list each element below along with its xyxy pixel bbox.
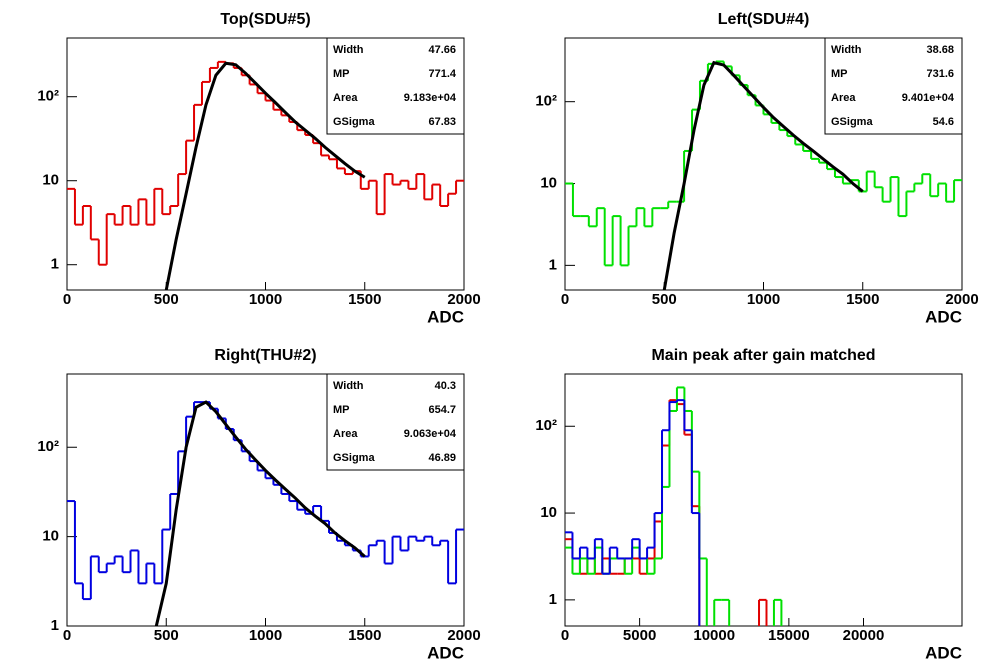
stat-value: 654.7: [428, 404, 456, 416]
stat-value: 771.4: [428, 68, 456, 80]
y-tick-label: 10: [42, 172, 59, 189]
axis-title: ADC: [427, 307, 464, 326]
stat-label: MP: [333, 404, 350, 416]
panel: Left(SDU#4) ADC 0 500 1000 1500 2000 1 10 10² Widt…: [535, 11, 978, 326]
stat-value: 40.3: [435, 380, 456, 392]
stats-box: [326, 37, 465, 135]
fit-curve: [662, 60, 864, 290]
x-tick-label: 0: [561, 627, 569, 644]
y-tick-label: 10²: [535, 417, 557, 434]
x-tick-label: 1500: [348, 627, 381, 644]
x-tick-label: 10000: [693, 627, 735, 644]
stat-label: Area: [333, 92, 358, 104]
stat-value: 9.401e+04: [902, 92, 955, 104]
y-tick-label: 1: [549, 256, 557, 273]
panel: Right(THU#2) ADC 0 500 1000 1500 2000 1 10 10² Wid…: [37, 347, 480, 662]
stat-value: 47.66: [428, 44, 456, 56]
x-tick-label: 5000: [623, 627, 656, 644]
stat-label: GSigma: [333, 452, 375, 464]
stat-label: Area: [831, 92, 856, 104]
stat-label: MP: [831, 68, 848, 80]
plot-area: [565, 386, 783, 626]
y-tick-label: 10: [42, 528, 59, 545]
fit-curve: [164, 61, 366, 290]
x-tick-label: 1000: [249, 627, 282, 644]
x-tick-label: 500: [154, 291, 179, 308]
x-tick-label: 2000: [945, 291, 978, 308]
y-tick-label: 1: [51, 256, 59, 273]
axis-title: ADC: [427, 643, 464, 662]
y-tick-label: 10²: [37, 88, 59, 105]
plot-area: [67, 400, 464, 626]
x-tick-label: 1500: [348, 291, 381, 308]
stat-label: GSigma: [831, 116, 873, 128]
stat-label: GSigma: [333, 116, 375, 128]
y-tick-label: 10: [540, 174, 557, 191]
x-tick-label: 500: [652, 291, 677, 308]
stat-value: 67.83: [428, 116, 456, 128]
stat-value: 9.183e+04: [404, 92, 457, 104]
axis-title: ADC: [925, 643, 962, 662]
x-tick-label: 0: [561, 291, 569, 308]
chart-title: Main peak after gain matched: [651, 347, 875, 364]
stats-box: [824, 37, 963, 135]
x-tick-label: 1000: [249, 291, 282, 308]
x-tick-label: 15000: [768, 627, 810, 644]
y-tick-label: 10²: [37, 438, 59, 455]
x-tick-label: 2000: [447, 627, 480, 644]
stats-box: [326, 373, 465, 471]
stat-label: MP: [333, 68, 350, 80]
y-tick-label: 1: [549, 591, 557, 608]
chart-title: Left(SDU#4): [718, 11, 810, 28]
stat-value: 731.6: [926, 68, 954, 80]
y-tick-label: 1: [51, 617, 59, 634]
stat-label: Width: [333, 380, 364, 392]
panel: Main peak after gain matched ADC 0 5000 1000…: [535, 347, 963, 662]
x-tick-label: 1500: [846, 291, 879, 308]
panel: Top(SDU#5) ADC 0 500 1000 1500 2000 1 10 10² Width…: [37, 11, 480, 326]
x-tick-label: 0: [63, 627, 71, 644]
x-tick-label: 20000: [843, 627, 885, 644]
stat-value: 54.6: [933, 116, 954, 128]
chart-title: Right(THU#2): [214, 347, 316, 364]
stat-value: 38.68: [926, 44, 954, 56]
x-tick-label: 500: [154, 627, 179, 644]
stat-label: Width: [333, 44, 364, 56]
axis-title: ADC: [925, 307, 962, 326]
plot-area: [565, 60, 962, 290]
chart-title: Top(SDU#5): [220, 11, 310, 28]
stat-label: Width: [831, 44, 862, 56]
plot-area: [67, 60, 464, 290]
x-tick-label: 1000: [747, 291, 780, 308]
x-tick-label: 0: [63, 291, 71, 308]
frame: [564, 373, 963, 627]
stat-value: 9.063e+04: [404, 428, 457, 440]
fit-curve: [154, 400, 366, 626]
stat-label: Area: [333, 428, 358, 440]
x-tick-label: 2000: [447, 291, 480, 308]
y-tick-label: 10: [540, 504, 557, 521]
y-tick-label: 10²: [535, 93, 557, 110]
stat-value: 46.89: [428, 452, 456, 464]
